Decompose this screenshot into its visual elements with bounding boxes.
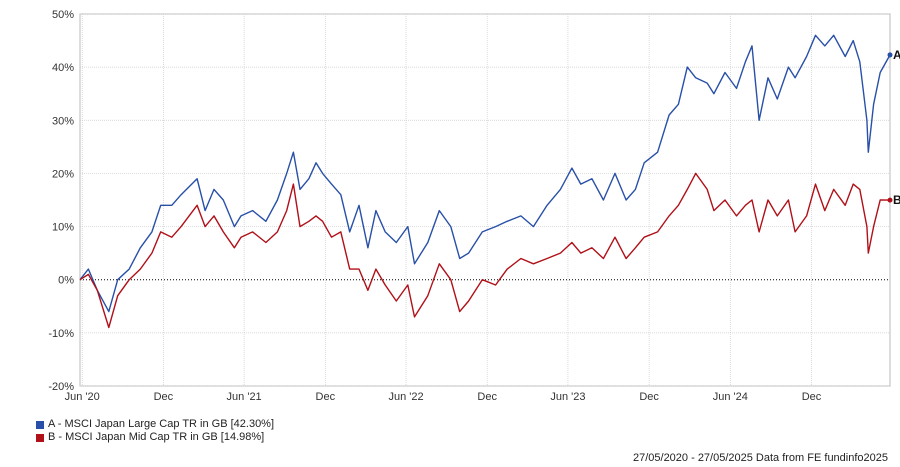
x-tick-label: Jun '22 xyxy=(388,391,423,403)
data-source-footer: 27/05/2020 - 27/05/2025 Data from FE fun… xyxy=(632,452,888,464)
y-tick-label: 10% xyxy=(52,222,74,234)
y-axis: -20% -10% 0% 10% 20% 30% 40% 50% xyxy=(48,9,74,393)
legend-swatch-b xyxy=(36,433,44,442)
x-tick-label: Jun '21 xyxy=(227,391,262,403)
legend-item-b: B - MSCI Japan Mid Cap TR in GB [14.98%] xyxy=(36,431,274,444)
series-end-label-b: B xyxy=(893,193,900,207)
y-tick-label: 40% xyxy=(52,62,74,74)
series-end-label-a: A xyxy=(893,48,900,62)
x-tick-label: Jun '24 xyxy=(713,391,748,403)
y-tick-label: -20% xyxy=(48,381,74,393)
series-line-b xyxy=(79,172,891,329)
series-line-a xyxy=(79,34,891,313)
legend: A - MSCI Japan Large Cap TR in GB [42.30… xyxy=(36,418,274,444)
x-tick-label: Dec xyxy=(316,391,336,403)
legend-label-b: B - MSCI Japan Mid Cap TR in GB [14.98%] xyxy=(48,431,265,443)
series-end-marker-a xyxy=(887,52,893,58)
y-tick-label: 0% xyxy=(58,275,74,287)
legend-swatch-a xyxy=(36,420,44,429)
series-end-marker-b xyxy=(887,197,893,203)
y-tick-label: 20% xyxy=(52,168,74,180)
x-tick-label: Jun '23 xyxy=(550,391,585,403)
x-tick-label: Jun '20 xyxy=(65,391,100,403)
legend-item-a: A - MSCI Japan Large Cap TR in GB [42.30… xyxy=(36,418,274,431)
x-tick-label: Dec xyxy=(639,391,659,403)
x-tick-label: Dec xyxy=(477,391,497,403)
series-lines xyxy=(79,34,891,329)
end-labels: AB xyxy=(887,48,900,207)
legend-label-a: A - MSCI Japan Large Cap TR in GB [42.30… xyxy=(48,418,275,430)
x-tick-label: Dec xyxy=(154,391,174,403)
x-tick-label: Dec xyxy=(802,391,822,403)
y-tick-label: 30% xyxy=(52,115,74,127)
y-tick-label: -10% xyxy=(48,328,74,340)
y-tick-label: 50% xyxy=(52,9,74,21)
x-axis: Jun '20 Dec Jun '21 Dec Jun '22 Dec Jun '23 Dec… xyxy=(65,391,822,403)
